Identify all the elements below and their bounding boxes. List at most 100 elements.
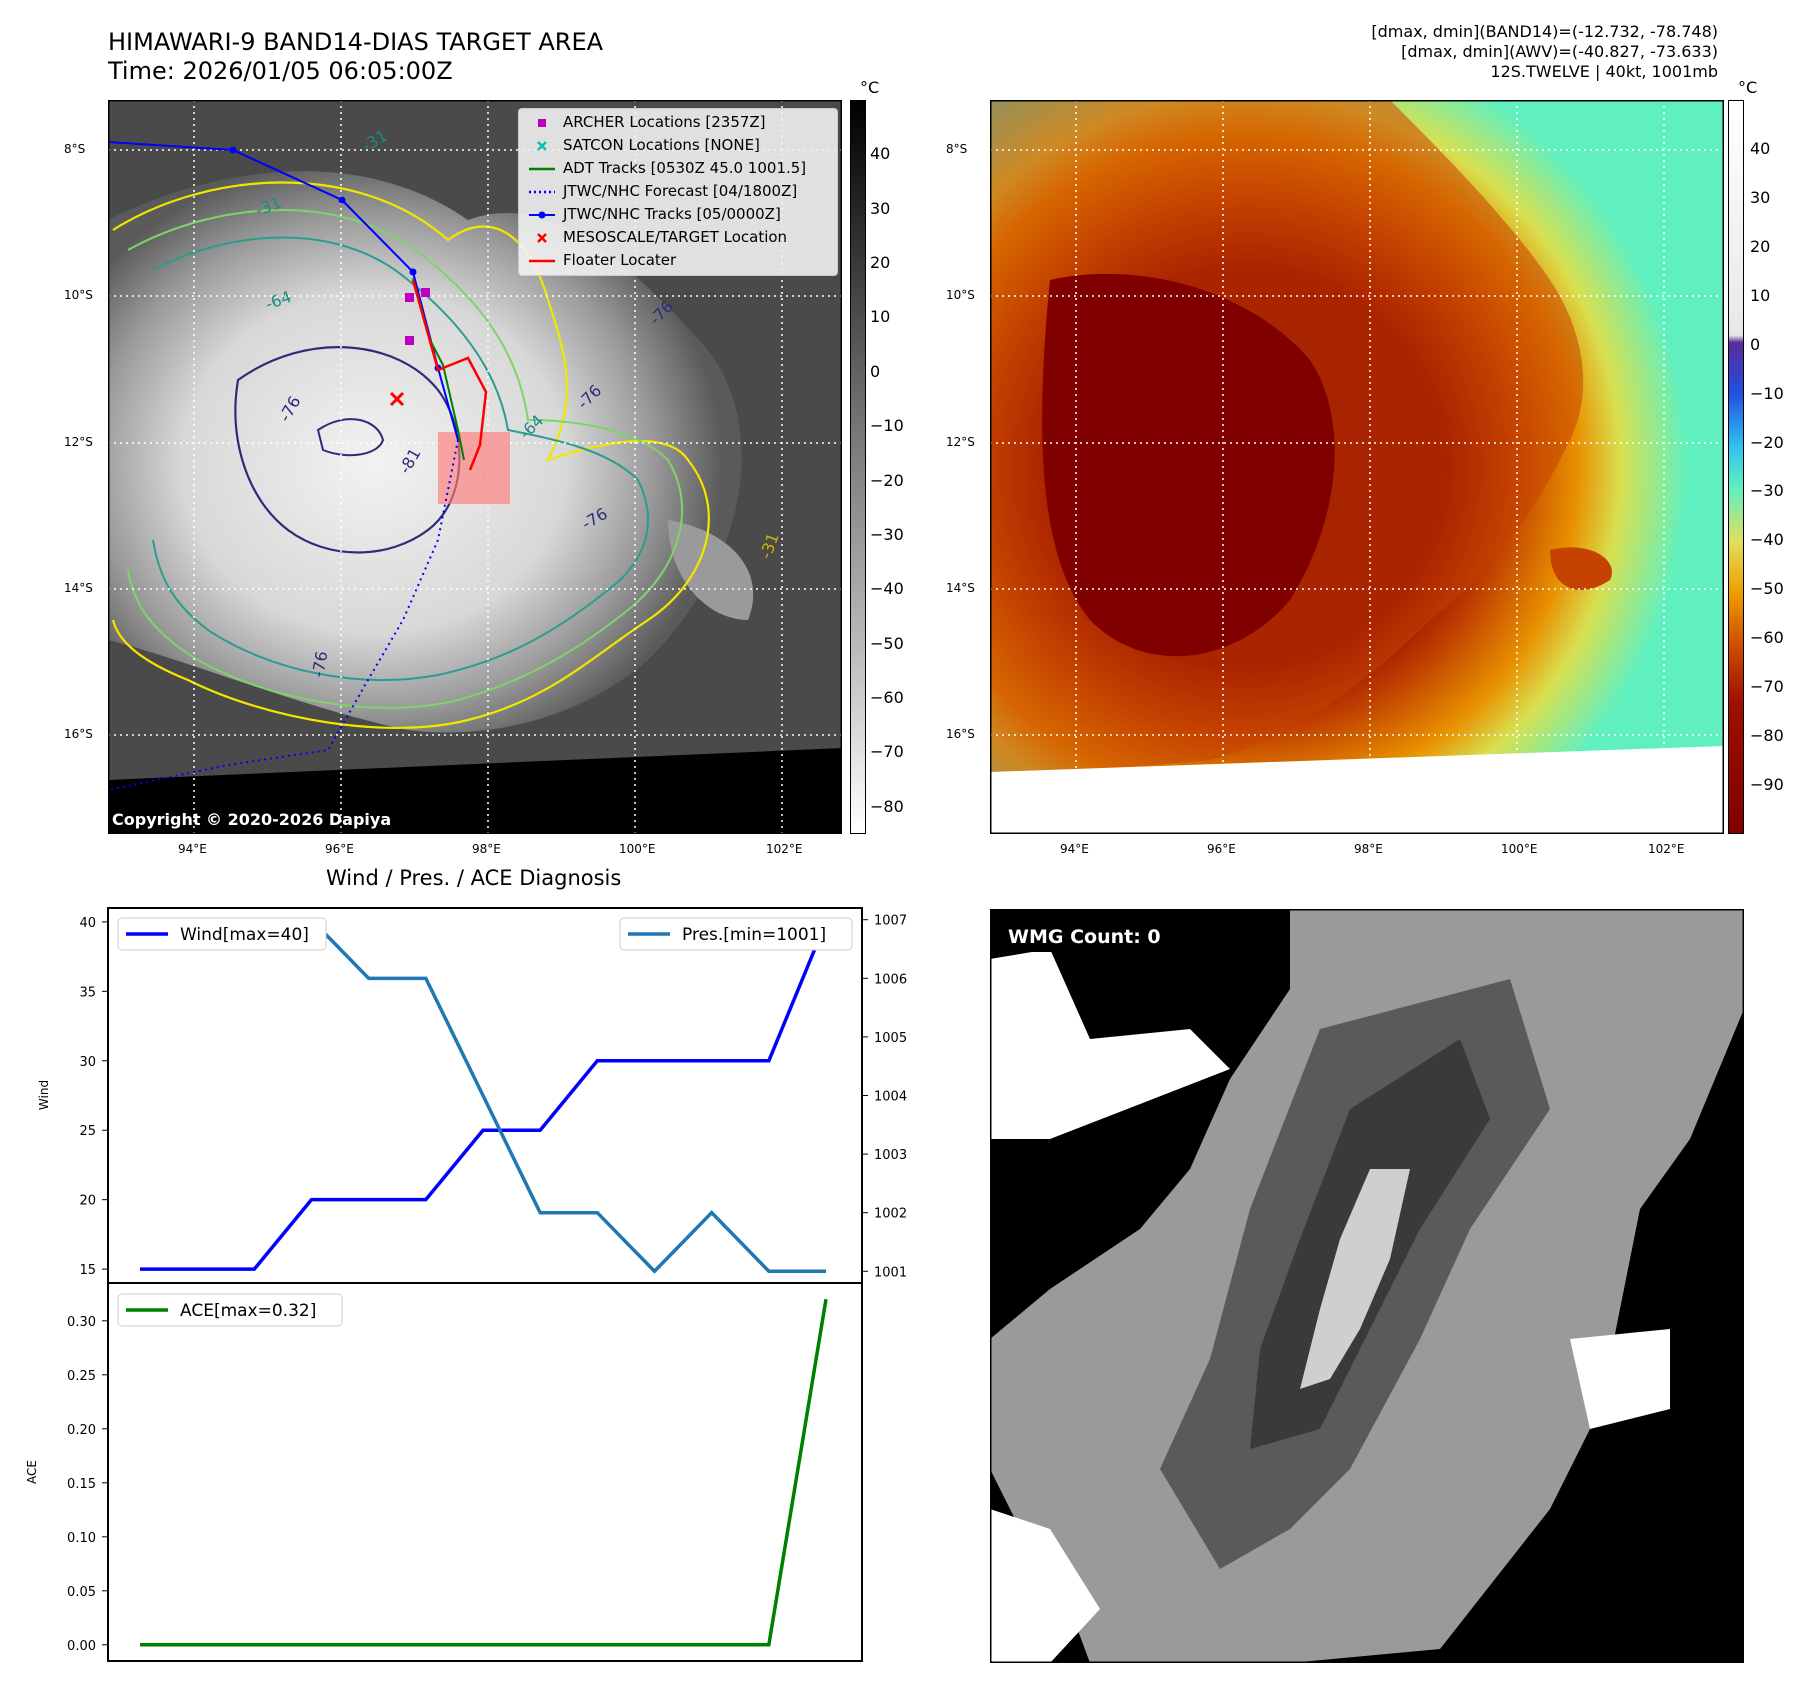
- wmg-image: [990, 909, 1744, 1663]
- pressure-tick-label: 1004: [874, 1090, 907, 1105]
- colorbar-tick: −10: [870, 416, 904, 436]
- wind-tick-label: 15: [79, 1263, 96, 1278]
- awv-colorbar-unit: °C: [1738, 78, 1758, 97]
- colorbar-tick: −70: [870, 742, 904, 762]
- ir-colorbar: [850, 100, 866, 834]
- colorbar-tick: −30: [1750, 481, 1784, 501]
- ir-frame: [108, 100, 842, 834]
- legend-label: ADT Tracks [0530Z 45.0 1001.5]: [563, 159, 807, 177]
- satcon-legend-icon: [529, 138, 555, 154]
- colorbar-tick: −90: [1750, 775, 1784, 795]
- pressure-tick-label: 1006: [874, 972, 907, 987]
- floater-track: [411, 279, 488, 471]
- wind-tick-label: 40: [79, 916, 96, 931]
- wind-pressure-ace-chart: 15 20 25 30 35 40 1001 1002 1003 1004 1005 1006 1007…: [25, 907, 907, 1662]
- floater-legend-icon: [529, 253, 555, 269]
- wmg-frame: [990, 909, 1744, 1663]
- ir-legend: ARCHER Locations [2357Z] SATCON Location…: [518, 108, 838, 276]
- colorbar-tick: −50: [1750, 579, 1784, 599]
- lat-label: 14°S: [64, 581, 93, 595]
- tracks-legend-icon: [529, 207, 555, 223]
- ace-tick-label: 0.15: [67, 1477, 96, 1492]
- legend-label: JTWC/NHC Tracks [05/0000Z]: [563, 205, 781, 223]
- pressure-tick-label: 1001: [874, 1265, 907, 1280]
- lon-label: 100°E: [1501, 842, 1538, 856]
- colorbar-tick: 20: [870, 253, 891, 273]
- ace-tick-label: 0.30: [67, 1315, 96, 1330]
- awv-gridlines: [990, 100, 1724, 834]
- legend-label: ARCHER Locations [2357Z]: [563, 113, 766, 131]
- pressure-tick-label: 1002: [874, 1207, 907, 1222]
- wmg-white-patch: [1570, 1329, 1670, 1429]
- ace-axes-frame: [107, 1282, 863, 1662]
- colorbar-tick: 10: [870, 307, 891, 327]
- colorbar-tick: 40: [870, 144, 891, 164]
- wind-series-line: [140, 921, 828, 1271]
- awv-frame: [990, 100, 1724, 834]
- lat-label: 16°S: [946, 727, 975, 741]
- lat-label: 12°S: [946, 435, 975, 449]
- lon-label: 98°E: [1354, 842, 1383, 856]
- lon-label: 102°E: [766, 842, 803, 856]
- pressure-tick-label: 1007: [874, 914, 907, 929]
- ace-tick-label: 0.25: [67, 1369, 96, 1384]
- wind-tick-label: 30: [79, 1055, 96, 1070]
- colorbar-tick: −40: [1750, 530, 1784, 550]
- copyright-text: Copyright © 2020-2026 Dapiya: [112, 810, 392, 829]
- chart-title: Wind / Pres. / ACE Diagnosis: [326, 866, 622, 890]
- wind-axes-frame: [107, 907, 863, 1284]
- colorbar-tick: −60: [1750, 628, 1784, 648]
- title-line-1: HIMAWARI-9 BAND14-DIAS TARGET AREA: [108, 28, 604, 56]
- contour-navy: [234, 346, 461, 554]
- lon-label: 94°E: [1060, 842, 1089, 856]
- wind-tick-label: 25: [79, 1124, 96, 1139]
- ace-tick-label: 0.00: [67, 1639, 96, 1654]
- ace-tick-label: 0.05: [67, 1585, 96, 1600]
- lat-label: 10°S: [946, 288, 975, 302]
- legend-label: Floater Locater: [563, 251, 677, 269]
- lat-label: 8°S: [946, 142, 968, 156]
- figure-title: HIMAWARI-9 BAND14-DIAS TARGET AREA Time:…: [108, 28, 603, 86]
- awv-cloud-core: [1042, 273, 1335, 657]
- lon-label: 100°E: [619, 842, 656, 856]
- ace-axis-label: ACE: [25, 1460, 39, 1484]
- ace-tick-label: 0.10: [67, 1531, 96, 1546]
- target-legend-icon: [529, 230, 555, 246]
- colorbar-tick: −60: [870, 688, 904, 708]
- colorbar-tick: −80: [1750, 726, 1784, 746]
- ace-tick-label: 0.20: [67, 1423, 96, 1438]
- lat-label: 16°S: [64, 727, 93, 741]
- pressure-tick-label: 1005: [874, 1031, 907, 1046]
- wind-legend-box: [117, 917, 327, 951]
- lon-label: 98°E: [472, 842, 501, 856]
- jtwc-forecast: [108, 439, 459, 791]
- wind-axis-label: Wind: [37, 1080, 51, 1110]
- pressure-tick-label: 1003: [874, 1148, 907, 1163]
- lon-label: 96°E: [325, 842, 354, 856]
- legend-label: JTWC/NHC Forecast [04/1800Z]: [563, 182, 798, 200]
- colorbar-tick: 10: [1750, 285, 1771, 305]
- archer-points: [405, 288, 430, 345]
- colorbar-tick: 40: [1750, 138, 1771, 158]
- colorbar-tick: −50: [870, 633, 904, 653]
- wmg-white-patch-2: [990, 1509, 1100, 1663]
- colorbar-tick: −20: [870, 470, 904, 490]
- info-line-3: 12S.TWELVE | 40kt, 1001mb: [1490, 62, 1718, 81]
- lat-label: 14°S: [946, 581, 975, 595]
- wmg-bright-core: [1300, 1169, 1410, 1389]
- colorbar-tick: 30: [870, 198, 891, 218]
- wind-tick-label: 35: [79, 985, 96, 1000]
- colorbar-tick: 20: [1750, 236, 1771, 256]
- ir-cloud-band: [668, 520, 754, 620]
- colorbar-tick: −20: [1750, 432, 1784, 452]
- contour-navy-inner: [316, 418, 385, 457]
- awv-cloud-band: [1550, 547, 1612, 590]
- contour-teal: [152, 236, 649, 681]
- colorbar-tick: 0: [1750, 334, 1761, 354]
- ir-colorbar-unit: °C: [860, 78, 880, 97]
- wind-tick-label: 20: [79, 1194, 96, 1209]
- lat-label: 8°S: [64, 142, 86, 156]
- contour-green: [127, 209, 683, 709]
- colorbar-tick: −10: [1750, 383, 1784, 403]
- awv-map: [990, 100, 1724, 834]
